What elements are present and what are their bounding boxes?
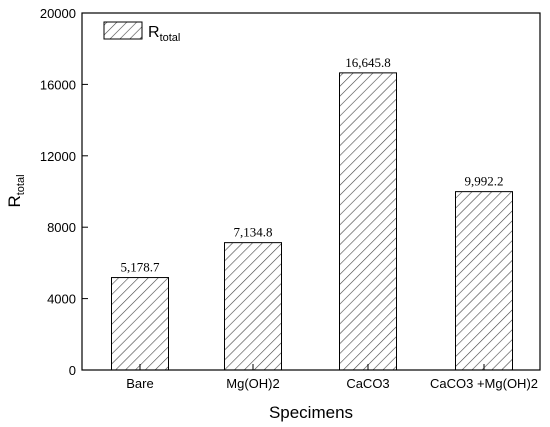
bar xyxy=(455,191,513,371)
x-axis-title: Specimens xyxy=(269,403,353,422)
data-label: 5,178.7 xyxy=(121,260,161,275)
bar xyxy=(224,242,282,371)
y-tick-label: 20000 xyxy=(40,6,76,21)
legend-label: Rtotal xyxy=(148,24,180,44)
y-axis-title-sub: total xyxy=(15,174,27,195)
bar xyxy=(339,72,397,371)
x-tick-label: Mg(OH)2 xyxy=(226,376,279,391)
x-axis-ticks: Bare Mg(OH)2 CaCO3 CaCO3 +Mg(OH)2 xyxy=(126,364,538,391)
y-tick-label: 12000 xyxy=(40,149,76,164)
data-label: 7,134.8 xyxy=(234,225,273,240)
x-tick-label: CaCO3 xyxy=(346,376,389,391)
y-axis-title: Rtotal xyxy=(5,174,27,207)
y-axis-title-main: R xyxy=(5,195,24,207)
legend-label-sub: total xyxy=(160,32,181,44)
bar xyxy=(111,277,169,371)
y-tick-label: 4000 xyxy=(47,292,76,307)
legend: Rtotal xyxy=(103,21,180,44)
x-tick-label: CaCO3 +Mg(OH)2 xyxy=(430,376,538,391)
plot-frame xyxy=(81,12,541,371)
data-label: 16,645.8 xyxy=(345,55,391,70)
bars-group xyxy=(111,72,513,371)
x-tick-label: Bare xyxy=(126,376,153,391)
legend-label-main: R xyxy=(148,24,160,41)
y-axis-ticks: 0 4000 8000 12000 16000 20000 xyxy=(40,6,88,378)
y-tick-label: 16000 xyxy=(40,77,76,92)
data-label: 9,992.2 xyxy=(465,174,504,189)
data-labels-group: 5,178.7 7,134.8 16,645.8 9,992.2 xyxy=(121,55,504,275)
y-tick-label: 8000 xyxy=(47,220,76,235)
legend-swatch xyxy=(103,21,143,40)
y-tick-label: 0 xyxy=(69,363,76,378)
